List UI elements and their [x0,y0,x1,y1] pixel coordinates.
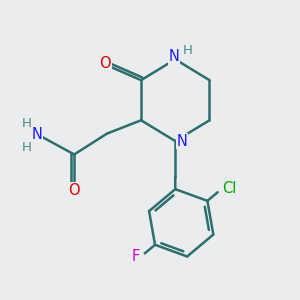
Text: H: H [183,44,193,57]
Text: O: O [100,56,111,71]
Text: H: H [22,140,32,154]
Text: O: O [68,183,80,198]
Text: Cl: Cl [222,181,237,196]
Text: N: N [32,127,43,142]
Text: N: N [176,134,187,148]
Text: N: N [168,50,179,64]
Text: F: F [132,249,140,264]
Text: H: H [22,117,32,130]
